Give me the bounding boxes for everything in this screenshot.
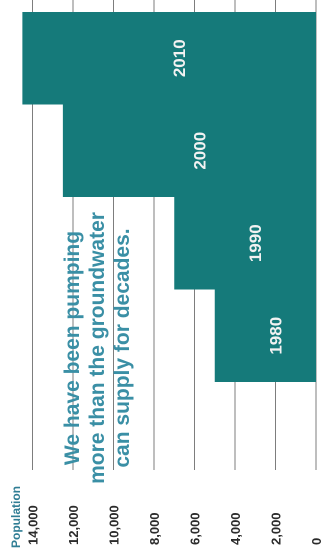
bar-2000 [62, 104, 316, 197]
bar-labels: 1980 1990 2000 2010 [170, 39, 285, 354]
bar-label-1990: 1990 [246, 224, 265, 262]
bar-1990 [174, 197, 316, 290]
bar-1980 [214, 289, 316, 382]
y-tick-label: 14,000 [26, 505, 41, 545]
y-axis-title: Population [9, 486, 23, 548]
y-tick-label: 4,000 [228, 512, 243, 545]
y-tick-label: 2,000 [269, 512, 284, 545]
y-tick-label: 0 [309, 538, 324, 545]
y-tick-label: 10,000 [107, 505, 122, 545]
annotation-line: more than the groundwater [86, 212, 109, 484]
bar-label-1980: 1980 [266, 317, 285, 355]
bar-label-2000: 2000 [190, 132, 209, 170]
annotation-line: We have been pumping [61, 231, 84, 465]
bar-2010 [22, 12, 316, 105]
annotation-line: can supply for decades. [111, 228, 134, 467]
y-tick-label: 8,000 [147, 512, 162, 545]
bar-label-2010: 2010 [170, 39, 189, 77]
y-tick-label: 6,000 [188, 512, 203, 545]
annotation-text: We have been pumpingmore than the ground… [61, 212, 134, 484]
y-tick-label: 12,000 [66, 505, 81, 545]
y-tick-labels: 0 2,000 4,000 6,000 8,000 10,000 12,000 14,000 [26, 505, 324, 545]
bars [22, 12, 316, 382]
